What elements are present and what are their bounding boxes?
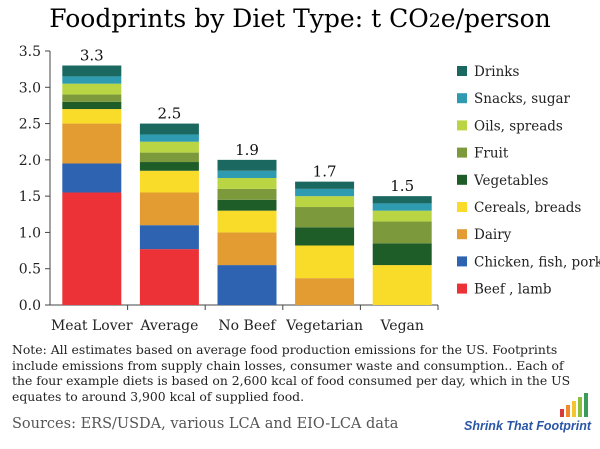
brand-bar — [584, 393, 588, 417]
bar-segment — [62, 83, 122, 95]
legend-label: Chicken, fish, pork — [474, 254, 600, 270]
x-category-label: Vegetarian — [285, 318, 363, 334]
bar-segment — [295, 196, 355, 208]
legend-swatch — [457, 174, 467, 185]
legend-swatch — [457, 120, 467, 131]
bar-segment — [295, 245, 355, 279]
legend-label: Dairy — [474, 227, 512, 243]
legend-label: Cereals, breads — [474, 200, 581, 216]
bar-segment — [139, 249, 199, 305]
bar-segment — [372, 210, 432, 222]
legend-swatch — [457, 66, 467, 76]
brand-bar — [560, 409, 564, 417]
brand-bar — [572, 401, 576, 417]
bar-segment — [62, 192, 122, 305]
bar-segment — [62, 101, 122, 110]
bar-segment — [372, 243, 432, 266]
bar-segment — [372, 221, 432, 244]
x-category-label: Meat Lover — [51, 318, 133, 334]
y-tick-label: 1.0 — [19, 225, 41, 241]
bar-segment — [217, 210, 277, 233]
legend-label: Fruit — [474, 146, 509, 162]
bar-segment — [217, 265, 277, 305]
legend-swatch — [457, 147, 467, 158]
bar-segment — [139, 192, 199, 226]
bar-segment — [295, 181, 355, 189]
legend-swatch — [457, 93, 467, 104]
y-tick-label: 3.0 — [19, 80, 41, 96]
bar-segment — [372, 265, 432, 305]
bar-segment — [217, 188, 277, 200]
bar-segment — [62, 76, 122, 84]
bar-segment — [139, 123, 199, 135]
bar-segment — [295, 227, 355, 246]
legend-label: Snacks, sugar — [474, 91, 571, 107]
legend-swatch — [457, 256, 467, 267]
bar-total-label: 1.7 — [313, 163, 337, 181]
bar-segment — [139, 225, 199, 250]
bar-segment — [139, 162, 199, 171]
bar-segment — [62, 163, 122, 193]
bar-segment — [217, 170, 277, 178]
bar-segment — [139, 170, 199, 193]
bar-segment — [372, 196, 432, 204]
y-tick-label: 2.0 — [19, 153, 41, 169]
x-category-label: Vegan — [379, 318, 423, 334]
brand-name: Shrink That Footprint — [464, 419, 592, 433]
sources-line: Sources: ERS/USDA, various LCA and EIO-L… — [12, 416, 399, 432]
bar-segment — [62, 123, 122, 164]
bar-segment — [139, 141, 199, 153]
legend: Drinks Snacks, sugar Oils, spreads Fruit Veg… — [457, 64, 600, 298]
bar-segment — [217, 199, 277, 211]
x-category-label: No Beef — [218, 318, 277, 334]
bar-segment — [217, 159, 277, 171]
bar-segment — [295, 188, 355, 197]
bar-segment — [62, 109, 122, 124]
bar-total-label: 1.9 — [235, 141, 259, 159]
y-tick-label: 3.5 — [19, 44, 41, 60]
brand-logo: Shrink That Footprint — [464, 391, 594, 443]
bar-total-label: 3.3 — [80, 47, 104, 65]
legend-label: Beef , lamb — [474, 282, 552, 298]
legend-swatch — [457, 202, 467, 212]
brand-bar — [566, 405, 570, 417]
bars: 3.3 Meat Lover 2.5 Average 1.9 No Beef 1.7 Vege… — [51, 47, 439, 334]
bar-segment — [139, 134, 199, 142]
x-category-label: Average — [139, 318, 198, 334]
legend-swatch — [457, 283, 467, 294]
bar-total-label: 1.5 — [390, 177, 414, 195]
legend-label: Oils, spreads — [474, 118, 563, 134]
bar-segment — [295, 207, 355, 228]
chart: Foodprints by Diet Type: t CO2e/person 0… — [19, 4, 600, 334]
legend-label: Vegetables — [473, 173, 549, 189]
y-tick-label: 1.5 — [19, 189, 41, 205]
chart-title: Foodprints by Diet Type: t CO2e/person — [49, 4, 551, 33]
y-tick-label: 0.5 — [19, 262, 41, 278]
bar-segment — [217, 178, 277, 189]
y-tick-label: 2.5 — [19, 117, 41, 133]
bar-segment — [62, 65, 122, 77]
legend-label: Drinks — [474, 64, 519, 80]
legend-swatch — [457, 229, 467, 240]
y-tick-label: 0.0 — [19, 298, 41, 314]
brand-bar — [578, 397, 582, 417]
bar-segment — [217, 232, 277, 266]
bar-segment — [139, 152, 199, 163]
footnote: Note: All estimates based on average foo… — [12, 342, 571, 404]
bar-segment — [372, 203, 432, 211]
bar-segment — [62, 94, 122, 102]
brand-bars-icon — [560, 393, 588, 417]
bar-total-label: 2.5 — [157, 105, 181, 123]
bar-segment — [295, 278, 355, 305]
